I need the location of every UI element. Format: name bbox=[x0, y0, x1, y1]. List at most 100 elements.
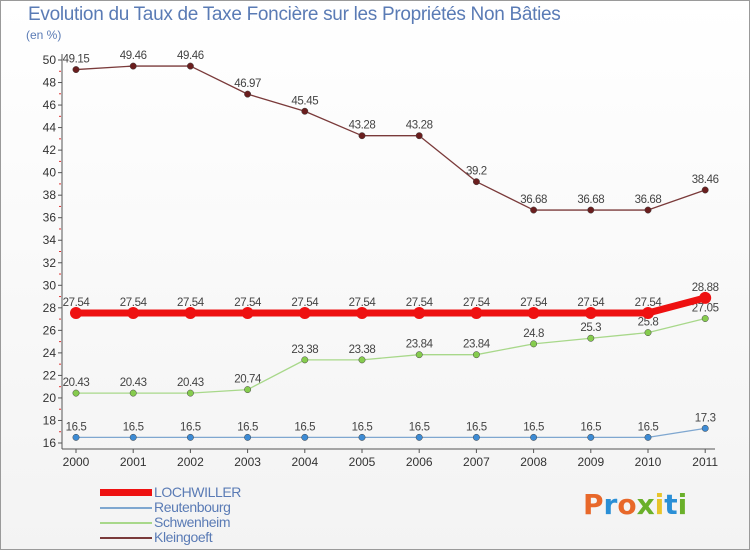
data-point bbox=[644, 206, 652, 214]
data-label: 27.54 bbox=[291, 297, 319, 309]
series-line-kleingoeft bbox=[75, 65, 706, 211]
data-point bbox=[244, 433, 252, 441]
data-point bbox=[356, 307, 368, 320]
data-label: 17.3 bbox=[695, 412, 716, 424]
y-tick-label: 16 bbox=[43, 436, 57, 450]
data-point bbox=[701, 424, 709, 432]
data-label: 20.43 bbox=[120, 377, 147, 389]
data-label: 25.8 bbox=[638, 317, 659, 329]
x-tick-label: 2002 bbox=[177, 455, 204, 469]
proxiti-logo: Proxiti bbox=[583, 488, 687, 521]
data-point bbox=[301, 433, 309, 441]
x-tick-label: 2006 bbox=[406, 455, 433, 469]
data-point bbox=[530, 433, 538, 441]
data-point bbox=[244, 90, 252, 98]
y-tick-label: 48 bbox=[43, 76, 57, 90]
data-label: 43.28 bbox=[406, 120, 433, 132]
data-label: 45.45 bbox=[291, 95, 318, 107]
data-label: 27.54 bbox=[463, 297, 491, 309]
legend-label: Reutenbourg bbox=[154, 499, 231, 515]
data-point bbox=[642, 307, 654, 320]
y-tick-label: 46 bbox=[43, 98, 57, 112]
data-point bbox=[129, 62, 137, 70]
y-tick-label: 38 bbox=[43, 188, 57, 202]
y-tick-label: 32 bbox=[43, 256, 57, 270]
data-label: 27.54 bbox=[406, 297, 434, 309]
data-point bbox=[470, 307, 483, 320]
data-label: 20.43 bbox=[177, 377, 204, 389]
x-tick-label: 2007 bbox=[463, 455, 490, 469]
data-point bbox=[527, 307, 540, 320]
data-point bbox=[186, 389, 194, 397]
y-tick-label: 28 bbox=[43, 301, 57, 315]
legend-swatch bbox=[100, 507, 152, 509]
data-label: 36.68 bbox=[635, 194, 662, 206]
brand-letter: r bbox=[603, 488, 618, 521]
y-tick-label: 50 bbox=[43, 53, 57, 67]
data-point bbox=[358, 132, 366, 140]
data-label: 16.5 bbox=[180, 421, 201, 433]
legend-label: Kleingoeft bbox=[154, 529, 213, 545]
data-point bbox=[358, 433, 366, 441]
data-label: 27.54 bbox=[520, 297, 548, 309]
data-label: 27.54 bbox=[349, 297, 377, 309]
y-tick-label: 18 bbox=[43, 413, 57, 427]
data-label: 23.38 bbox=[291, 344, 318, 356]
data-label: 38.46 bbox=[692, 174, 719, 186]
y-tick-label: 44 bbox=[43, 121, 57, 135]
data-point bbox=[241, 307, 254, 320]
data-label: 16.5 bbox=[123, 421, 144, 433]
series-line-reutenbourg bbox=[76, 427, 706, 439]
y-tick-label: 36 bbox=[43, 211, 57, 225]
data-label: 36.68 bbox=[577, 194, 604, 206]
y-tick-label: 22 bbox=[43, 368, 57, 382]
data-point bbox=[72, 66, 80, 74]
data-point bbox=[72, 433, 80, 441]
data-label: 36.68 bbox=[520, 194, 547, 206]
x-tick-label: 2008 bbox=[520, 455, 547, 469]
y-tick-label: 40 bbox=[43, 166, 57, 180]
data-label: 16.5 bbox=[638, 421, 659, 433]
x-tick-label: 2000 bbox=[63, 455, 90, 469]
data-point bbox=[413, 307, 426, 320]
data-point bbox=[587, 433, 595, 441]
data-point bbox=[699, 291, 712, 304]
data-label: 24.8 bbox=[523, 328, 544, 340]
y-tick-label: 42 bbox=[43, 143, 57, 157]
legend-label: LOCHWILLER bbox=[154, 484, 242, 500]
data-label: 27.54 bbox=[577, 297, 605, 309]
data-label: 23.38 bbox=[349, 344, 376, 356]
data-point bbox=[472, 178, 480, 186]
legend-label: Schwenheim bbox=[154, 514, 231, 530]
brand-letter: P bbox=[583, 488, 604, 521]
brand-letter: i bbox=[654, 488, 665, 521]
data-label: 27.54 bbox=[120, 297, 148, 309]
data-point bbox=[72, 389, 80, 397]
brand-letter: o bbox=[617, 488, 637, 521]
data-point bbox=[301, 107, 309, 115]
data-point bbox=[472, 433, 480, 441]
legend-swatch bbox=[100, 522, 152, 524]
data-label: 16.5 bbox=[580, 421, 601, 433]
data-point bbox=[358, 356, 366, 364]
brand-letter: t bbox=[664, 488, 678, 521]
data-point bbox=[530, 340, 538, 348]
data-label: 16.5 bbox=[523, 421, 544, 433]
series-line-schwenheim bbox=[76, 317, 706, 394]
x-tick-label: 2001 bbox=[120, 455, 147, 469]
data-point bbox=[415, 433, 423, 441]
data-point bbox=[70, 307, 82, 320]
data-label: 16.5 bbox=[294, 421, 315, 433]
data-label: 27.05 bbox=[692, 303, 719, 315]
data-label: 23.84 bbox=[406, 339, 434, 351]
series-line-lochwiller bbox=[76, 294, 707, 317]
data-point bbox=[530, 206, 538, 214]
y-tick-label: 20 bbox=[43, 391, 57, 405]
data-point bbox=[186, 433, 194, 441]
data-label: 27.54 bbox=[234, 297, 262, 309]
data-point bbox=[701, 186, 709, 194]
data-point bbox=[472, 351, 480, 359]
brand-letter: i bbox=[677, 488, 688, 521]
